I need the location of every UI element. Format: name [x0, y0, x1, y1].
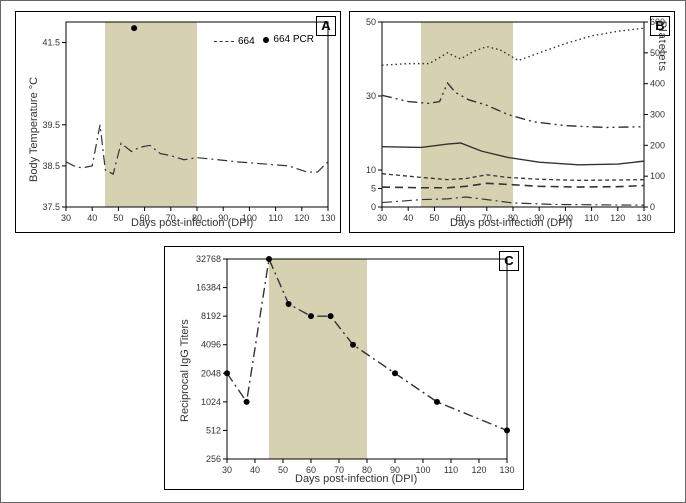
svg-text:120: 120 — [471, 465, 486, 475]
svg-text:256: 256 — [206, 454, 221, 464]
svg-text:200: 200 — [650, 140, 665, 150]
svg-text:39.5: 39.5 — [42, 120, 60, 130]
svg-text:512: 512 — [206, 425, 221, 435]
svg-text:120: 120 — [294, 213, 309, 223]
panel-c-plot: 3040506070809010011012013025651210242048… — [165, 247, 525, 491]
svg-text:40: 40 — [87, 213, 97, 223]
svg-text:110: 110 — [584, 213, 598, 223]
svg-text:100: 100 — [415, 465, 430, 475]
svg-text:0: 0 — [650, 202, 655, 212]
panel-b-plot: 3040506070809010011012013005103050010020… — [350, 12, 676, 234]
svg-text:100: 100 — [650, 171, 665, 181]
panel-a: A 3040506070809010011012013037.538.539.5… — [15, 11, 341, 233]
figure: A 3040506070809010011012013037.538.539.5… — [0, 0, 686, 503]
svg-text:8192: 8192 — [201, 311, 221, 321]
svg-text:38.5: 38.5 — [42, 161, 60, 171]
svg-text:40: 40 — [250, 465, 260, 475]
svg-text:400: 400 — [650, 79, 665, 89]
svg-text:30: 30 — [377, 213, 387, 223]
svg-text:32768: 32768 — [196, 254, 221, 264]
svg-text:110: 110 — [268, 213, 282, 223]
panel-b-y2label: Platelets — [656, 21, 668, 72]
svg-text:50: 50 — [113, 213, 123, 223]
panel-a-xlabel: Days post-infection (DPI) — [131, 217, 253, 229]
svg-text:16384: 16384 — [196, 283, 221, 293]
svg-text:1024: 1024 — [201, 397, 221, 407]
panel-b-xlabel: Days post-infection (DPI) — [450, 217, 572, 229]
panel-b: B 30405060708090100110120130051030500100… — [349, 11, 675, 233]
legend-line: 664 — [214, 36, 255, 47]
svg-text:30: 30 — [61, 213, 71, 223]
svg-text:130: 130 — [499, 465, 514, 475]
svg-text:2048: 2048 — [201, 368, 221, 378]
svg-text:41.5: 41.5 — [42, 38, 60, 48]
panel-c: C 30405060708090100110120130256512102420… — [164, 246, 524, 490]
svg-text:4096: 4096 — [201, 340, 221, 350]
svg-text:0: 0 — [371, 202, 376, 212]
svg-text:30: 30 — [222, 465, 232, 475]
panel-c-xlabel: Days post-infection (DPI) — [295, 473, 417, 485]
svg-text:300: 300 — [650, 110, 665, 120]
svg-text:10: 10 — [366, 165, 376, 175]
panel-a-ylabel: Body Temperature °C — [28, 77, 40, 182]
svg-text:130: 130 — [320, 213, 335, 223]
panel-c-ylabel: Reciprocal IgG Titers — [179, 319, 191, 422]
svg-text:50: 50 — [366, 17, 376, 27]
panel-a-legend: 664 664 PCR — [208, 34, 314, 47]
svg-text:50: 50 — [429, 213, 439, 223]
svg-text:5: 5 — [371, 184, 376, 194]
svg-text:110: 110 — [444, 465, 458, 475]
svg-text:30: 30 — [366, 91, 376, 101]
legend-dot: 664 PCR — [263, 34, 314, 45]
svg-text:120: 120 — [610, 213, 625, 223]
svg-text:130: 130 — [636, 213, 651, 223]
svg-text:50: 50 — [278, 465, 288, 475]
svg-text:37.5: 37.5 — [42, 202, 60, 212]
svg-text:40: 40 — [403, 213, 413, 223]
